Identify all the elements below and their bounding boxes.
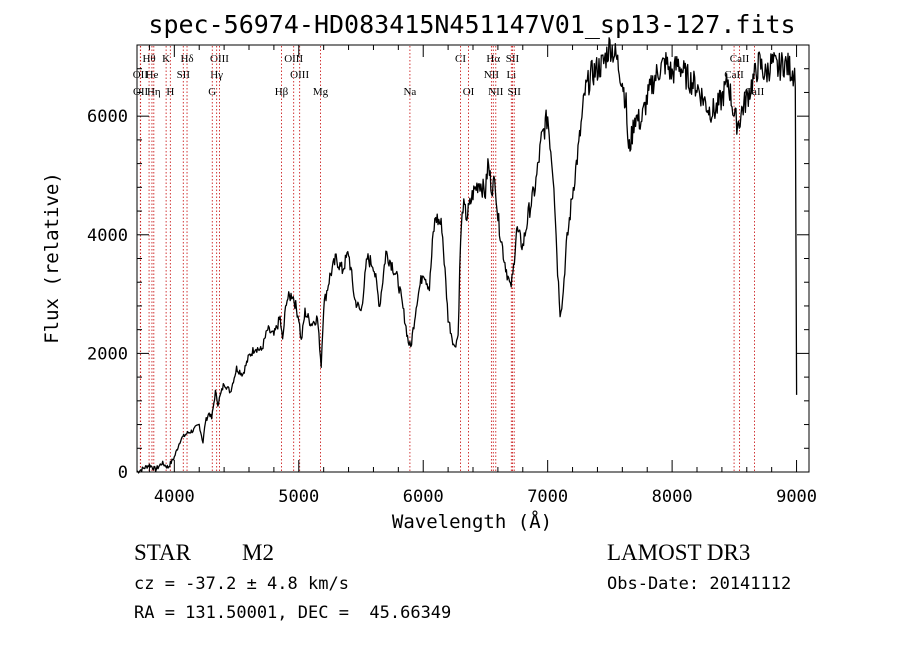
spectral-line-label: Mg: [313, 86, 329, 98]
y-tick-label: 4000: [87, 226, 128, 246]
spectral-line-label: SII: [507, 86, 521, 98]
spectral-line-label: SII: [506, 53, 520, 65]
spectral-line-label: Na: [403, 86, 416, 98]
spectral-line-label: Hη: [147, 86, 161, 98]
spectral-line-label: Hθ: [142, 53, 155, 65]
spectral-line-label: K: [162, 53, 170, 65]
spectral-line-label: SII: [177, 69, 191, 81]
spectral-line-label: He: [146, 69, 159, 81]
x-tick-label: 5000: [278, 487, 319, 507]
spectral-line-label: CaII: [724, 69, 744, 81]
spectral-line-label: Hα: [486, 53, 500, 65]
x-tick-label: 4000: [154, 487, 195, 507]
spectral-line-label: OIII: [210, 53, 229, 65]
spectral-line-label: G: [208, 86, 216, 98]
x-axis: 4000 5000 6000 7000 8000 9000: [148, 45, 817, 507]
y-axis: 0 2000 4000 6000: [87, 68, 809, 483]
spectral-line-label: Hγ: [210, 69, 223, 81]
spectral-line-label: OIII: [290, 69, 309, 81]
spectral-subclass: M2: [242, 540, 274, 565]
spectral-line-label: NII: [488, 86, 504, 98]
spectral-line-label: OIII: [284, 53, 303, 65]
x-tick-label: 9000: [776, 487, 817, 507]
x-tick-label: 7000: [527, 487, 568, 507]
spectral-line-label: Hδ: [180, 53, 193, 65]
spectral-line-label: OI: [463, 86, 475, 98]
x-axis-label: Wavelength (Å): [392, 510, 552, 533]
observation-date: Obs-Date: 20141112: [607, 574, 792, 594]
x-tick-label: 8000: [652, 487, 693, 507]
y-axis-label: Flux (relative): [41, 172, 63, 344]
spectral-line-label: Li: [506, 69, 516, 81]
y-tick-label: 2000: [87, 344, 128, 364]
x-tick-label: 6000: [403, 487, 444, 507]
redshift-velocity: cz = -37.2 ± 4.8 km/s: [134, 574, 349, 594]
spectral-line-label: CI: [455, 53, 466, 65]
y-tick-label: 6000: [87, 107, 128, 127]
y-tick-label: 0: [118, 463, 128, 483]
plot-frame: [136, 44, 810, 473]
object-class: STAR: [134, 540, 191, 565]
survey-name: LAMOST DR3: [607, 540, 751, 565]
chart-title: spec-56974-HD083415N451147V01_sp13-127.f…: [148, 10, 795, 39]
spectral-line-label: NII: [484, 69, 500, 81]
spectrum-line: [136, 37, 798, 474]
sky-coordinates: RA = 131.50001, DEC = 45.66349: [134, 603, 452, 623]
spectral-line-label: H: [166, 86, 174, 98]
spectral-line-label: CaII: [730, 53, 750, 65]
spectral-line-label: Hβ: [275, 86, 289, 98]
